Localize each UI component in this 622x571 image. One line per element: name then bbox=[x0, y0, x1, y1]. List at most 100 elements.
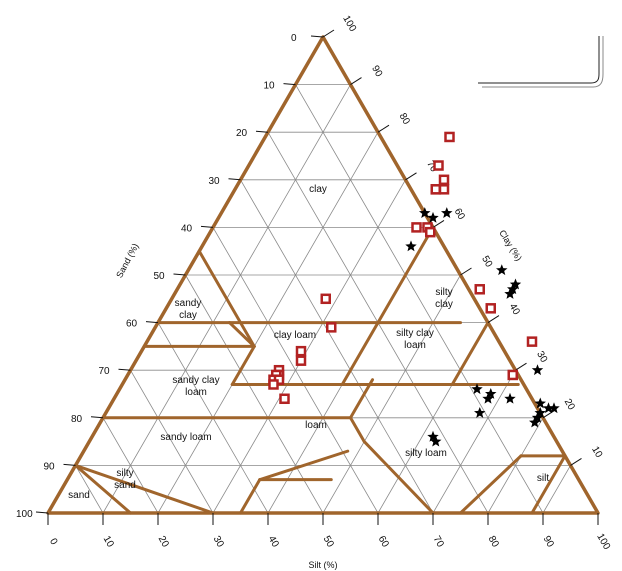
axis-tick-labels: 0 0 100 10 10 90 20 20 80 30 30 70 40 40 60 50 50 50 60 60 4… bbox=[16, 14, 612, 552]
clay-tick-label: 40 bbox=[507, 302, 522, 318]
data-point-square bbox=[526, 336, 538, 347]
texture-boundary bbox=[349, 378, 374, 420]
grid-line-sand bbox=[130, 369, 214, 514]
silt-tick-label: 20 bbox=[156, 534, 171, 550]
data-point-star bbox=[427, 211, 439, 223]
silt-tick-label: 10 bbox=[101, 534, 116, 550]
silt-axis-title: Silt (%) bbox=[309, 560, 338, 570]
data-point-star bbox=[531, 364, 544, 376]
data-points bbox=[268, 131, 560, 447]
texture-boundary bbox=[258, 449, 350, 482]
data-point-star bbox=[542, 402, 555, 414]
texture-boundary bbox=[459, 454, 523, 515]
data-point-square bbox=[444, 131, 455, 143]
data-point-star bbox=[427, 430, 439, 442]
clay-tick-label: 10 bbox=[589, 445, 604, 461]
region-label-silty-sand: silty sand bbox=[114, 468, 136, 491]
sand-axis-tick bbox=[90, 416, 104, 419]
data-point-star bbox=[509, 278, 522, 290]
sand-tick-label: 80 bbox=[71, 414, 83, 425]
silt-tick-label: 50 bbox=[321, 534, 336, 550]
grid-line-sand bbox=[185, 274, 324, 514]
data-point-star bbox=[496, 264, 508, 276]
texture-boundary bbox=[376, 225, 435, 325]
texture-boundary bbox=[340, 321, 380, 386]
clay-tick-label: 30 bbox=[534, 349, 549, 365]
region-label-sandy-clay-loam: sandy clay loam bbox=[172, 375, 219, 398]
sand-axis-tick bbox=[310, 35, 324, 38]
grid-lines bbox=[75, 84, 571, 514]
texture-region-boundaries bbox=[74, 225, 567, 515]
data-point-star bbox=[531, 411, 544, 423]
texture-boundary bbox=[74, 463, 215, 515]
region-label-clay: clay bbox=[309, 184, 327, 195]
region-labels: clay silty clay sandy clay clay loam silty cla… bbox=[68, 184, 549, 501]
grid-line-sand bbox=[75, 465, 104, 514]
data-point-star bbox=[534, 407, 546, 418]
sand-axis-tick bbox=[228, 178, 241, 181]
data-point-square bbox=[295, 345, 307, 357]
data-point-square bbox=[268, 379, 279, 390]
texture-boundary bbox=[228, 321, 256, 348]
data-point-star bbox=[504, 392, 516, 404]
data-point-square bbox=[438, 174, 450, 186]
sand-axis-tick bbox=[35, 511, 49, 514]
sand-axis-title: Sand (%) bbox=[114, 242, 140, 280]
data-point-star bbox=[534, 397, 546, 409]
sand-tick-label: 10 bbox=[264, 81, 276, 92]
sand-tick-label: 40 bbox=[181, 223, 193, 234]
clay-axis-tick bbox=[487, 315, 500, 324]
clay-axis-tick bbox=[377, 124, 390, 133]
region-label-loam: loam bbox=[305, 420, 327, 431]
legend-box bbox=[478, 36, 604, 88]
data-point-star bbox=[507, 283, 519, 295]
clay-axis-tick bbox=[350, 77, 362, 86]
data-point-star bbox=[548, 402, 560, 414]
region-label-sandy-clay: sandy clay bbox=[175, 298, 202, 321]
sand-tick-label: 90 bbox=[44, 461, 56, 472]
texture-boundary bbox=[239, 478, 262, 515]
silt-tick-label: 80 bbox=[486, 534, 501, 550]
silt-tick-label: 70 bbox=[431, 534, 446, 550]
clay-axis-tick bbox=[570, 457, 582, 466]
texture-boundary bbox=[362, 440, 435, 515]
sand-axis-tick bbox=[255, 130, 269, 133]
data-point-star bbox=[419, 207, 431, 218]
sand-tick-label: 60 bbox=[126, 319, 138, 330]
region-label-silt: silt bbox=[537, 473, 549, 484]
data-point-square bbox=[425, 226, 436, 238]
data-point-square bbox=[474, 284, 485, 295]
grid-line-silt bbox=[212, 179, 406, 514]
data-point-square bbox=[507, 369, 518, 381]
clay-axis-title: Clay (%) bbox=[497, 228, 524, 263]
data-point-star bbox=[405, 240, 417, 252]
data-point-star bbox=[430, 435, 442, 447]
data-point-star bbox=[441, 207, 453, 218]
clay-axis-tick bbox=[322, 29, 335, 38]
region-label-clay-loam: clay loam bbox=[274, 330, 316, 341]
sand-axis-tick bbox=[200, 225, 214, 228]
clay-axis-tick bbox=[405, 172, 417, 181]
grid-line-silt bbox=[322, 274, 461, 514]
silt-tick-label: 0 bbox=[47, 537, 60, 548]
texture-boundary bbox=[349, 416, 366, 444]
sand-axis-tick bbox=[283, 83, 296, 86]
data-point-star bbox=[474, 407, 486, 418]
grid-line-silt bbox=[432, 369, 516, 514]
clay-tick-label: 50 bbox=[479, 254, 494, 270]
data-point-star bbox=[485, 388, 497, 399]
texture-boundary bbox=[450, 321, 490, 386]
silt-tick-label: 30 bbox=[211, 534, 226, 550]
silt-tick-label: 100 bbox=[594, 532, 612, 552]
sand-tick-label: 20 bbox=[236, 128, 248, 139]
data-point-square bbox=[438, 184, 450, 195]
clay-tick-label: 80 bbox=[397, 111, 412, 127]
grid-line-sand bbox=[240, 179, 434, 514]
sand-axis-tick bbox=[173, 273, 186, 276]
texture-boundary bbox=[74, 463, 132, 515]
clay-tick-label: 60 bbox=[452, 207, 467, 223]
data-point-star bbox=[504, 288, 516, 299]
sand-tick-label: 100 bbox=[16, 509, 33, 520]
silt-tick-label: 60 bbox=[376, 534, 391, 550]
